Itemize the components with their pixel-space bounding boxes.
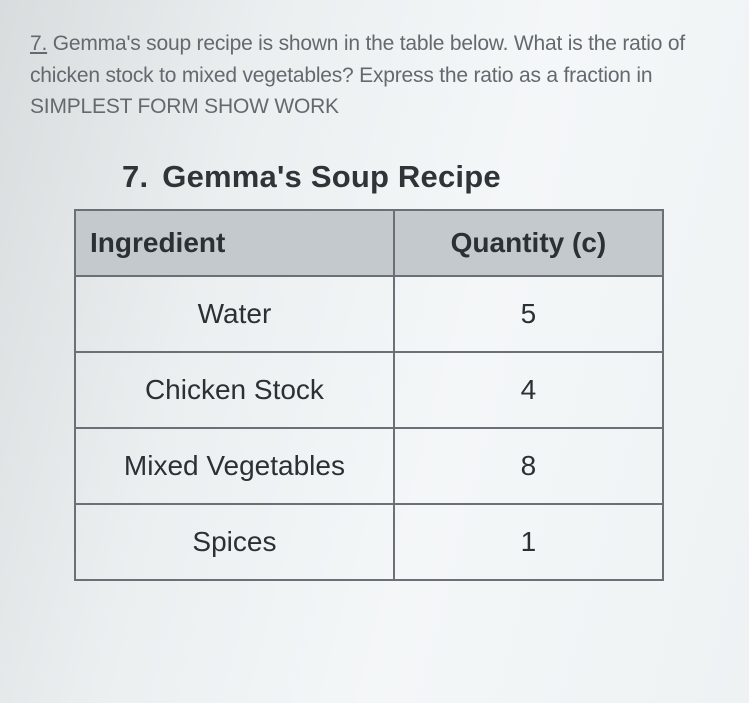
ingredient-cell: Chicken Stock xyxy=(75,352,394,428)
table-row: Chicken Stock 4 xyxy=(75,352,663,428)
table-row: Water 5 xyxy=(75,276,663,352)
col-header-quantity: Quantity (c) xyxy=(394,210,663,276)
col-header-ingredient: Ingredient xyxy=(75,210,394,276)
table-row: Spices 1 xyxy=(75,504,663,580)
quantity-cell: 1 xyxy=(394,504,663,580)
quantity-cell: 5 xyxy=(394,276,663,352)
question-line3: SIMPLEST FORM SHOW WORK xyxy=(30,95,339,118)
quantity-cell: 4 xyxy=(394,352,663,428)
ingredient-cell: Spices xyxy=(75,504,394,580)
quantity-cell: 8 xyxy=(394,428,663,504)
question-line2: chicken stock to mixed vegetables? Expre… xyxy=(30,64,652,87)
table-title-number: 7. xyxy=(122,159,148,194)
table-title: 7. Gemma's Soup Recipe xyxy=(122,159,501,194)
table-title-text: Gemma's Soup Recipe xyxy=(162,159,501,194)
question-text: 7. Gemma's soup recipe is shown in the t… xyxy=(30,28,715,123)
recipe-table: Ingredient Quantity (c) Water 5 Chicken … xyxy=(74,209,664,581)
question-line1: Gemma's soup recipe is shown in the tabl… xyxy=(47,32,685,55)
table-header-row: Ingredient Quantity (c) xyxy=(75,210,663,276)
table-row: Mixed Vegetables 8 xyxy=(75,428,663,504)
ingredient-cell: Water xyxy=(75,276,394,352)
question-number: 7. xyxy=(30,32,47,55)
ingredient-cell: Mixed Vegetables xyxy=(75,428,394,504)
table-title-wrap: 7. Gemma's Soup Recipe xyxy=(30,159,715,195)
